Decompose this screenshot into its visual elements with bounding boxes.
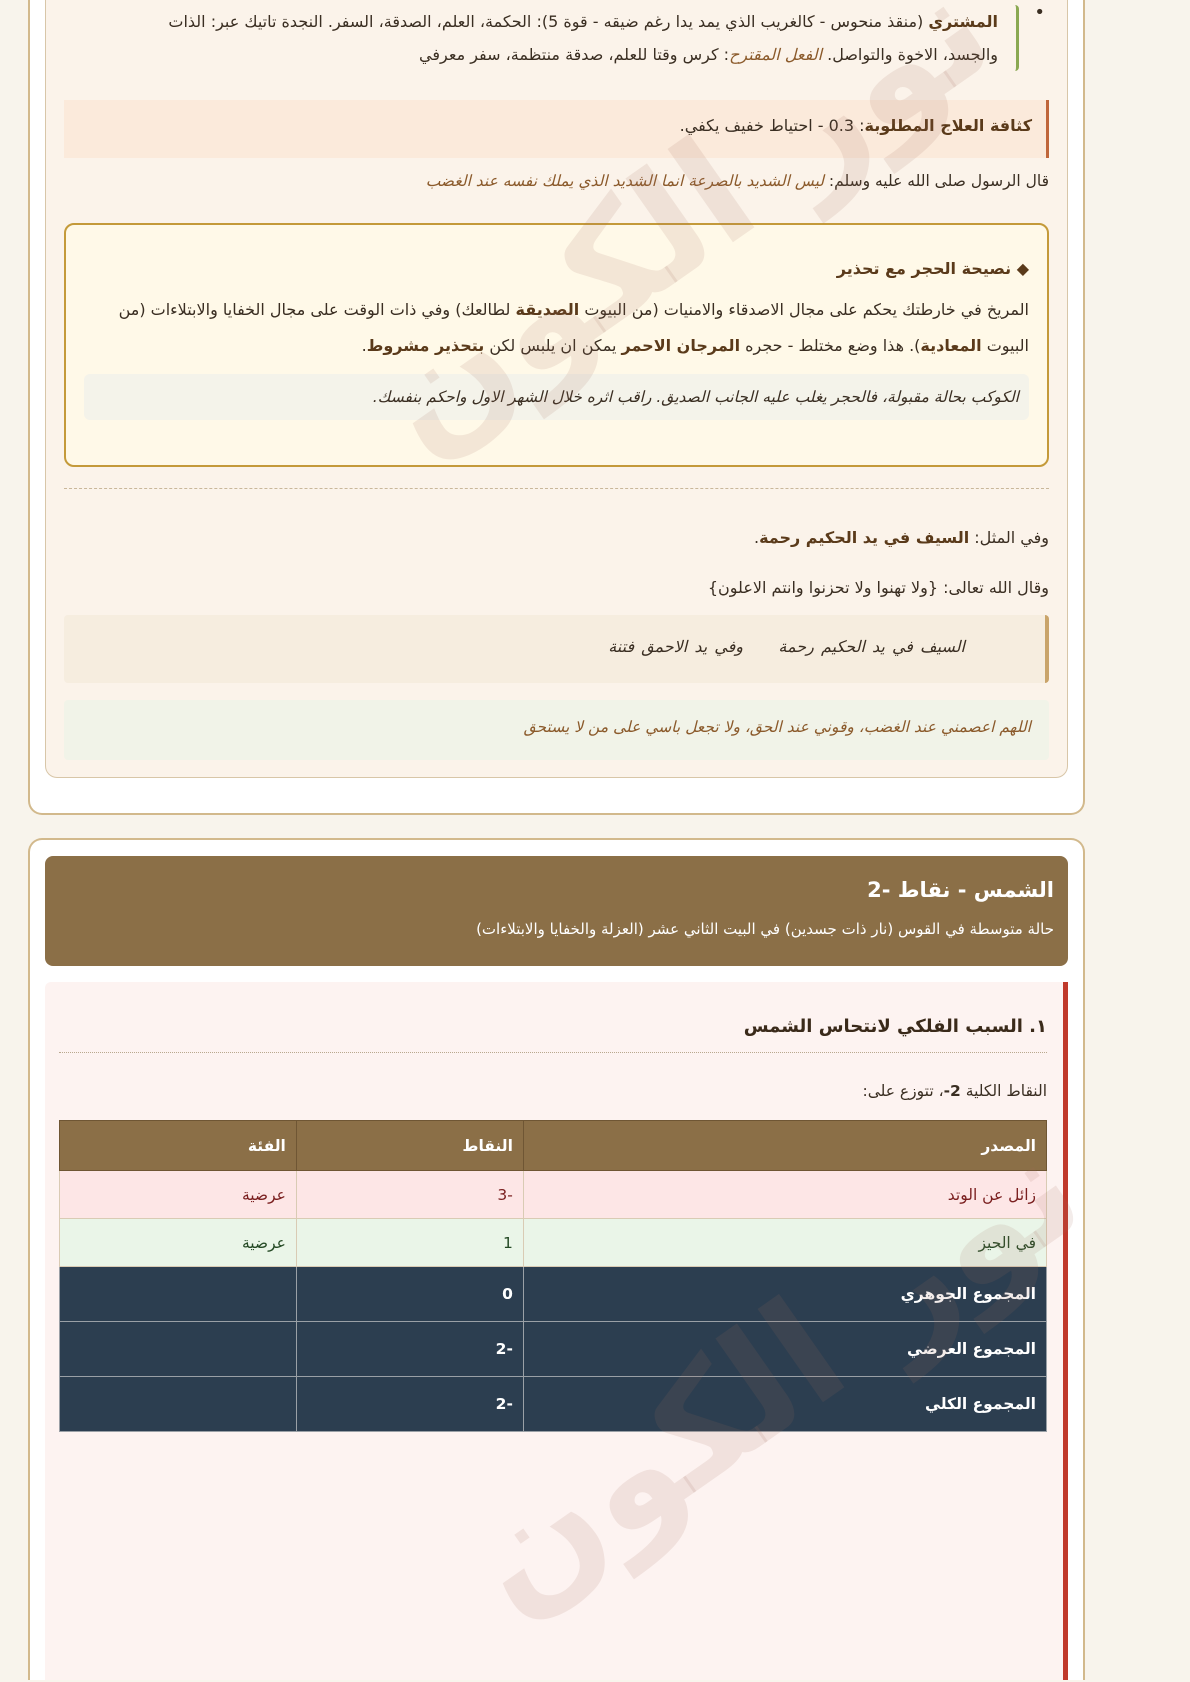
- section-subtitle: حالة متوسطة في القوس (نار ذات جسدين) في …: [476, 920, 1054, 938]
- section-card-sun: الشمس - نقاط -2 حالة متوسطة في القوس (نا…: [28, 838, 1085, 1680]
- cell: في الحيز: [522, 1218, 1048, 1267]
- b: بتحذير مشروط: [366, 336, 485, 355]
- density-value: : 0.3 - احتياط خفيف يكفي.: [679, 116, 865, 135]
- t: ). هذا وضع مختلط - حجره: [740, 336, 921, 355]
- cell: 0: [295, 1266, 524, 1322]
- density-callout: كثافة العلاج المطلوبة: 0.3 - احتياط خفيف…: [64, 100, 1049, 158]
- t: وفي المثل:: [969, 528, 1049, 547]
- b: الصديقة: [515, 300, 580, 319]
- total-value: -2: [943, 1082, 961, 1100]
- total-points: النقاط الكلية -2، تتوزع على:: [862, 1082, 1047, 1100]
- divider: [64, 488, 1049, 489]
- section-card-mars: • المشتري (منقذ منحوس - كالغريب الذي يمد…: [28, 0, 1085, 815]
- hadith-text: ليس الشديد بالصرعة انما الشديد الذي يملك…: [425, 172, 824, 190]
- planet-desc: (منقذ منحوس - كالغريب الذي يمد يدا رغم ض…: [168, 12, 998, 64]
- b: المرجان الاحمر: [621, 336, 741, 355]
- density-label: كثافة العلاج المطلوبة: [864, 116, 1032, 135]
- summary-row: المجموع الكلي -2: [59, 1376, 1048, 1432]
- prayer: اللهم اعصمني عند الغضب، وقوني عند الحق، …: [64, 700, 1049, 760]
- cell: 1: [295, 1218, 524, 1267]
- quote-part: وفي يد الاحمق فتنة: [608, 637, 743, 656]
- t: ، تتوزع على:: [862, 1082, 944, 1100]
- summary-row: المجموع العرضي -2: [59, 1321, 1048, 1377]
- summary-row: المجموع الجوهري 0: [59, 1266, 1048, 1322]
- bullet: •: [1034, 2, 1045, 23]
- cell: المجموع الجوهري: [522, 1266, 1048, 1322]
- section-header: الشمس - نقاط -2 حالة متوسطة في القوس (نا…: [45, 856, 1068, 966]
- t: لطالعك) وفي ذات الوقت على مجال الخفايا و…: [118, 300, 1029, 355]
- col-header: المصدر: [522, 1120, 1048, 1171]
- advice-note: الكوكب بحالة مقبولة، فالحجر يغلب عليه ال…: [84, 374, 1029, 420]
- cell: -2: [295, 1321, 524, 1377]
- table-row: في الحيز 1 عرضية: [59, 1218, 1048, 1267]
- advice-title: ◆ نصيحة الحجر مع تحذير: [836, 259, 1029, 278]
- cause-section: ١. السبب الفلكي لانتحاس الشمس النقاط الك…: [45, 982, 1068, 1680]
- divider: [59, 1052, 1047, 1053]
- cause-heading: ١. السبب الفلكي لانتحاس الشمس: [743, 1016, 1047, 1037]
- quran-verse: وقال الله تعالى: {ولا تهنوا ولا تحزنوا و…: [707, 578, 1049, 597]
- proverb: وفي المثل: السيف في يد الحكيم رحمة.: [754, 528, 1049, 547]
- col-header: الفئة: [59, 1120, 297, 1171]
- t: .: [753, 528, 760, 547]
- t: النقاط الكلية: [960, 1082, 1047, 1100]
- cell: المجموع الكلي: [522, 1376, 1048, 1432]
- cell: زائل عن الوتد: [522, 1170, 1048, 1219]
- quote-part: السيف في يد الحكيم رحمة: [778, 637, 965, 656]
- hadith-prefix: قال الرسول صلى الله عليه وسلم:: [824, 172, 1049, 190]
- cell: المجموع العرضي: [522, 1321, 1048, 1377]
- cell: [59, 1266, 297, 1322]
- remedy-panel: • المشتري (منقذ منحوس - كالغريب الذي يمد…: [45, 0, 1068, 778]
- cell: [59, 1376, 297, 1432]
- t: .: [361, 336, 367, 355]
- t: يمكن ان يلبس لكن: [484, 336, 622, 355]
- col-header: النقاط: [295, 1120, 524, 1171]
- cell: عرضية: [59, 1218, 297, 1267]
- quote-block: السيف في يد الحكيم رحمة وفي يد الاحمق فت…: [64, 615, 1049, 683]
- cell: -3: [295, 1170, 524, 1219]
- b: المعادية: [920, 336, 982, 355]
- cell: [59, 1321, 297, 1377]
- stone-advice-box: ◆ نصيحة الحجر مع تحذير المريخ في خارطتك …: [64, 223, 1049, 467]
- section-title: الشمس - نقاط -2: [867, 878, 1054, 902]
- action-text: : كرس وقتا للعلم، صدقة منتظمة، سفر معرفي: [419, 45, 730, 64]
- advice-text: المريخ في خارطتك يحكم على مجال الاصدقاء …: [84, 292, 1029, 364]
- t: المريخ في خارطتك يحكم على مجال الاصدقاء …: [579, 300, 1029, 319]
- hadith: قال الرسول صلى الله عليه وسلم: ليس الشدي…: [426, 172, 1049, 190]
- cell: عرضية: [59, 1170, 297, 1219]
- table-row: زائل عن الوتد -3 عرضية: [59, 1170, 1048, 1219]
- b: السيف في يد الحكيم رحمة: [759, 528, 970, 547]
- points-table: المصدر النقاط الفئة زائل عن الوتد -3 عرضية…: [59, 1120, 1048, 1432]
- action-label: الفعل المقترح: [729, 45, 823, 64]
- jupiter-item: المشتري (منقذ منحوس - كالغريب الذي يمد ي…: [121, 5, 1019, 71]
- planet-name: المشتري: [928, 12, 998, 31]
- cell: -2: [295, 1376, 524, 1432]
